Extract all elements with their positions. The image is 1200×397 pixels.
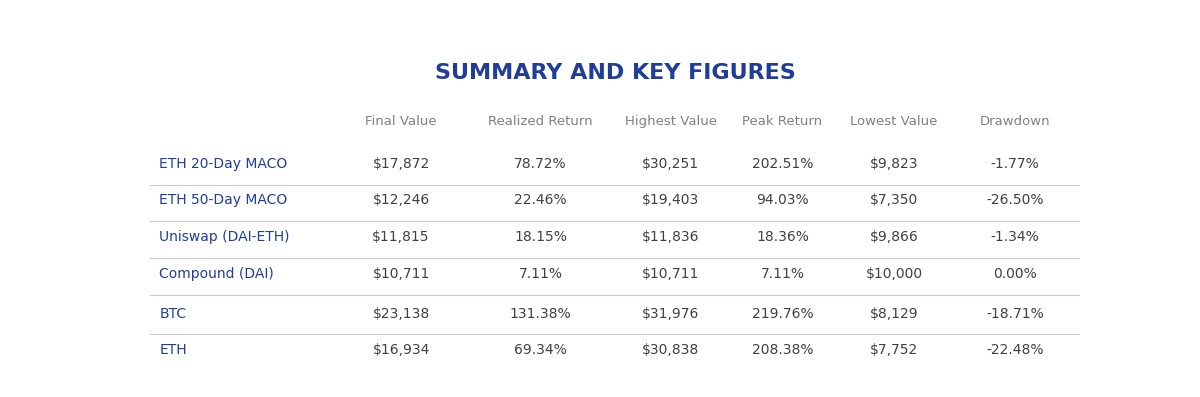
Text: $30,251: $30,251 [642,157,700,171]
Text: 18.36%: 18.36% [756,230,809,244]
Text: $19,403: $19,403 [642,193,700,208]
Text: 219.76%: 219.76% [751,306,814,321]
Text: -1.34%: -1.34% [990,230,1039,244]
Text: ETH: ETH [160,343,187,357]
Text: SUMMARY AND KEY FIGURES: SUMMARY AND KEY FIGURES [434,63,796,83]
Text: Uniswap (DAI-ETH): Uniswap (DAI-ETH) [160,230,290,244]
Text: 208.38%: 208.38% [751,343,814,357]
Text: $7,752: $7,752 [870,343,918,357]
Text: -18.71%: -18.71% [986,306,1044,321]
Text: $30,838: $30,838 [642,343,700,357]
Text: Peak Return: Peak Return [743,114,822,127]
Text: Highest Value: Highest Value [625,114,716,127]
Text: BTC: BTC [160,306,186,321]
Text: $23,138: $23,138 [372,306,430,321]
Text: ETH 50-Day MACO: ETH 50-Day MACO [160,193,288,208]
Text: 18.15%: 18.15% [514,230,568,244]
Text: Final Value: Final Value [365,114,437,127]
Text: -1.77%: -1.77% [990,157,1039,171]
Text: Realized Return: Realized Return [488,114,593,127]
Text: $10,711: $10,711 [642,267,700,281]
Text: Lowest Value: Lowest Value [851,114,937,127]
Text: $11,836: $11,836 [642,230,700,244]
Text: ETH 20-Day MACO: ETH 20-Day MACO [160,157,288,171]
Text: -22.48%: -22.48% [986,343,1044,357]
Text: $8,129: $8,129 [870,306,918,321]
Text: $31,976: $31,976 [642,306,700,321]
Text: 78.72%: 78.72% [515,157,566,171]
Text: 131.38%: 131.38% [510,306,571,321]
Text: $10,000: $10,000 [865,267,923,281]
Text: 0.00%: 0.00% [994,267,1037,281]
Text: $16,934: $16,934 [372,343,430,357]
Text: 7.11%: 7.11% [761,267,804,281]
Text: Compound (DAI): Compound (DAI) [160,267,274,281]
Text: $9,866: $9,866 [870,230,918,244]
Text: $9,823: $9,823 [870,157,918,171]
Text: -26.50%: -26.50% [986,193,1044,208]
Text: 202.51%: 202.51% [751,157,814,171]
Text: $10,711: $10,711 [372,267,430,281]
Text: $11,815: $11,815 [372,230,430,244]
Text: $7,350: $7,350 [870,193,918,208]
Text: 94.03%: 94.03% [756,193,809,208]
Text: $12,246: $12,246 [372,193,430,208]
Text: 22.46%: 22.46% [515,193,566,208]
Text: $17,872: $17,872 [372,157,430,171]
Text: 69.34%: 69.34% [515,343,566,357]
Text: 7.11%: 7.11% [518,267,563,281]
Text: Drawdown: Drawdown [979,114,1050,127]
